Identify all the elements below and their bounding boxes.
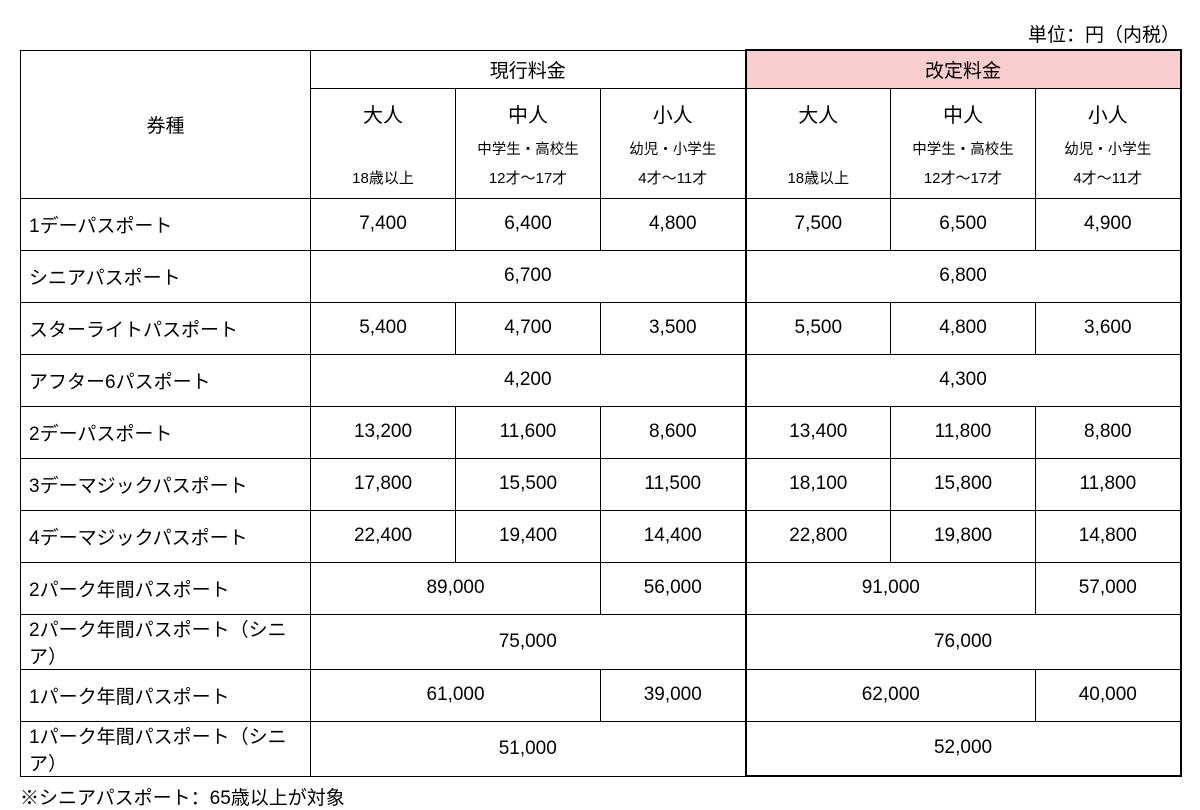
price-cell: 8,600 — [601, 406, 746, 458]
age-col-header: 小人幼児・小学生4才～11才 — [1036, 88, 1181, 198]
ticket-name: 2パーク年間パスポート — [21, 562, 311, 614]
price-cell: 4,200 — [311, 354, 746, 406]
ticket-name: シニアパスポート — [21, 250, 311, 302]
footnote: ※シニアパスポート：65歳以上が対象 — [20, 783, 1180, 810]
price-cell: 4,700 — [456, 302, 601, 354]
ticket-name: 2パーク年間パスポート（シニア） — [21, 614, 311, 669]
price-cell: 39,000 — [601, 669, 746, 721]
price-cell: 22,400 — [311, 510, 456, 562]
age-col-header: 大人 18歳以上 — [746, 88, 891, 198]
ticket-type-header: 券種 — [21, 50, 311, 198]
price-cell: 13,200 — [311, 406, 456, 458]
price-cell: 57,000 — [1036, 562, 1181, 614]
price-cell: 19,400 — [456, 510, 601, 562]
price-cell: 7,500 — [746, 198, 891, 250]
price-cell: 3,500 — [601, 302, 746, 354]
price-cell: 18,100 — [746, 458, 891, 510]
price-cell: 7,400 — [311, 198, 456, 250]
price-cell: 11,500 — [601, 458, 746, 510]
price-cell: 40,000 — [1036, 669, 1181, 721]
price-cell: 76,000 — [746, 614, 1181, 669]
price-cell: 11,800 — [891, 406, 1036, 458]
price-cell: 62,000 — [746, 669, 1036, 721]
price-cell: 4,800 — [891, 302, 1036, 354]
ticket-name: アフター6パスポート — [21, 354, 311, 406]
unit-label: 単位：円（内税） — [20, 20, 1180, 47]
price-cell: 4,900 — [1036, 198, 1181, 250]
ticket-name: 3デーマジックパスポート — [21, 458, 311, 510]
price-cell: 15,500 — [456, 458, 601, 510]
price-cell: 5,500 — [746, 302, 891, 354]
price-cell: 89,000 — [311, 562, 601, 614]
price-cell: 6,700 — [311, 250, 746, 302]
ticket-name: 4デーマジックパスポート — [21, 510, 311, 562]
ticket-name: スターライトパスポート — [21, 302, 311, 354]
price-cell: 6,500 — [891, 198, 1036, 250]
ticket-name: 1デーパスポート — [21, 198, 311, 250]
price-cell: 17,800 — [311, 458, 456, 510]
price-cell: 14,400 — [601, 510, 746, 562]
price-cell: 8,800 — [1036, 406, 1181, 458]
age-col-header: 小人幼児・小学生4才～11才 — [601, 88, 746, 198]
price-cell: 3,600 — [1036, 302, 1181, 354]
price-cell: 14,800 — [1036, 510, 1181, 562]
age-col-header: 中人中学生・高校生12才～17才 — [891, 88, 1036, 198]
price-cell: 11,600 — [456, 406, 601, 458]
price-cell: 56,000 — [601, 562, 746, 614]
ticket-name: 1パーク年間パスポート（シニア） — [21, 721, 311, 776]
price-cell: 19,800 — [891, 510, 1036, 562]
price-table: 券種現行料金改定料金大人 18歳以上中人中学生・高校生12才～17才小人幼児・小… — [20, 49, 1182, 777]
price-cell: 91,000 — [746, 562, 1036, 614]
price-cell: 5,400 — [311, 302, 456, 354]
current-price-header: 現行料金 — [311, 50, 746, 88]
price-cell: 75,000 — [311, 614, 746, 669]
price-cell: 11,800 — [1036, 458, 1181, 510]
age-col-header: 大人 18歳以上 — [311, 88, 456, 198]
price-cell: 4,300 — [746, 354, 1181, 406]
ticket-name: 2デーパスポート — [21, 406, 311, 458]
price-cell: 22,800 — [746, 510, 891, 562]
price-cell: 61,000 — [311, 669, 601, 721]
price-cell: 51,000 — [311, 721, 746, 776]
ticket-name: 1パーク年間パスポート — [21, 669, 311, 721]
price-cell: 52,000 — [746, 721, 1181, 776]
price-cell: 13,400 — [746, 406, 891, 458]
price-cell: 4,800 — [601, 198, 746, 250]
price-table-container: 単位：円（内税） 券種現行料金改定料金大人 18歳以上中人中学生・高校生12才～… — [20, 20, 1180, 810]
revised-price-header: 改定料金 — [746, 50, 1181, 88]
age-col-header: 中人中学生・高校生12才～17才 — [456, 88, 601, 198]
price-cell: 6,400 — [456, 198, 601, 250]
price-cell: 15,800 — [891, 458, 1036, 510]
price-cell: 6,800 — [746, 250, 1181, 302]
